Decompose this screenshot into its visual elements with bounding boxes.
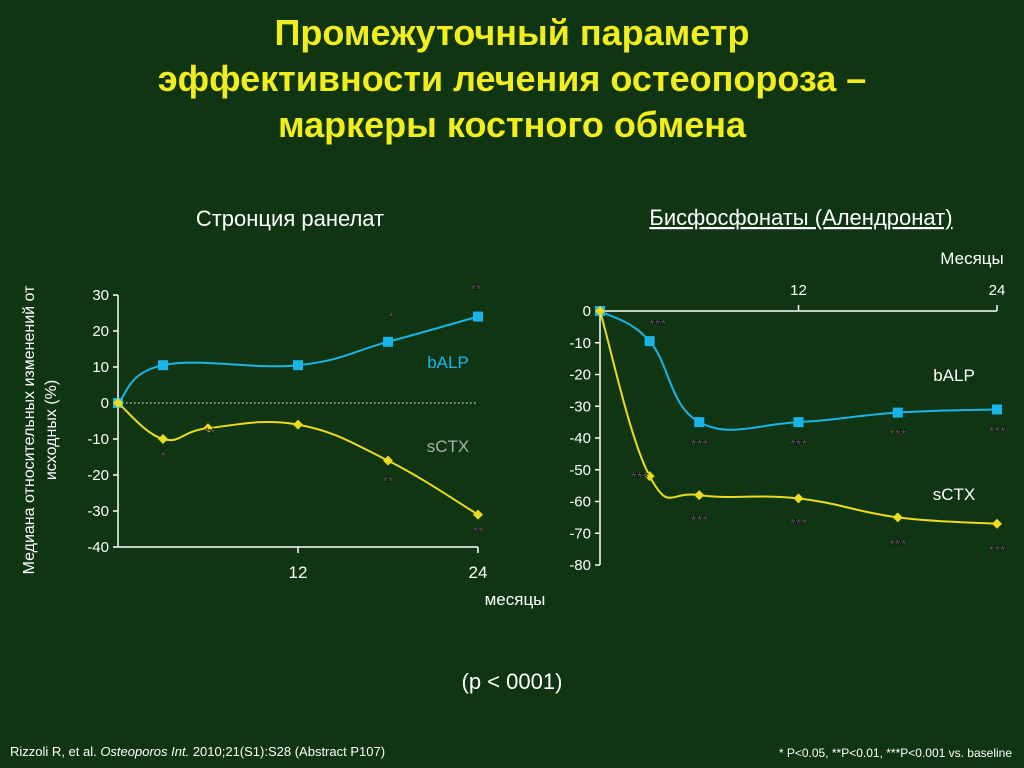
title-line-2: эффективности лечения остеопороза – — [157, 58, 867, 99]
panel1-sctx-significance: ** — [472, 524, 484, 541]
panel2-sctx-point — [595, 306, 605, 316]
panel1-y-tick-label: -20 — [87, 467, 109, 484]
panel2-sctx-significance: *** — [790, 515, 808, 532]
panel2-x-tick-label: 12 — [790, 282, 807, 299]
citation-rest: 2010;21(S1):S28 (Abstract P107) — [189, 744, 386, 759]
panel2-y-tick-label: 0 — [583, 303, 591, 320]
panel1-sctx-significance: * — [160, 448, 166, 465]
panel1-y-tick-label: 10 — [92, 359, 109, 376]
panel1-sctx-label: sCTX — [427, 437, 470, 456]
panel2-balp-point — [892, 407, 903, 418]
citation-authors: Rizzoli R, et al. — [10, 744, 101, 759]
panel2-x-tick-label: 24 — [989, 282, 1006, 299]
panel2-balp-significance: *** — [790, 436, 808, 453]
panel2-y-tick-label: -50 — [569, 462, 591, 479]
citation: Rizzoli R, et al. Osteoporos Int. 2010;2… — [10, 744, 385, 759]
panel2-sctx-point — [892, 512, 903, 523]
panel1-y-tick-label: 30 — [92, 287, 109, 304]
panel1-balp-point — [158, 360, 168, 371]
panel2-y-tick-label: -70 — [569, 525, 591, 542]
p-value-note: (p < 0001) — [461, 669, 563, 694]
panel2-sctx-significance: *** — [690, 512, 708, 529]
panel2-balp-point — [644, 336, 655, 347]
panel2-y-tick-label: -20 — [569, 367, 591, 384]
panel2-sctx-point — [694, 490, 705, 501]
panel1-balp-label: bALP — [427, 353, 469, 372]
panel1-x-tick-label: 12 — [289, 563, 308, 582]
panel1-sctx-point — [203, 423, 213, 434]
panel1-balp-significance: * — [388, 309, 394, 326]
panel1-sctx-point — [158, 434, 168, 444]
panel2-balp-point — [992, 404, 1002, 415]
significance-legend: * P<0.05, **P<0.01, ***P<0.001 vs. basel… — [778, 746, 1012, 760]
panel1-x-label: месяцы — [485, 590, 546, 609]
y-axis-label-line-2: исходных (%) — [43, 380, 60, 480]
panel1-balp-point — [473, 311, 483, 322]
panel2-sctx-significance: *** — [631, 469, 649, 486]
panel2-balp-significance: *** — [889, 427, 907, 444]
panel1-sctx-point — [383, 455, 393, 466]
panel2-sctx-point — [992, 518, 1002, 529]
panel2-y-tick-label: -40 — [569, 430, 591, 447]
panel1-title: Стронция ранелат — [196, 206, 384, 231]
panel1-sctx-point — [113, 398, 123, 408]
title-line-1: Промежуточный параметр — [274, 12, 750, 53]
panel1-balp-point — [383, 336, 393, 347]
panel2-balp-point — [793, 417, 804, 428]
panel1-x-tick-label: 24 — [469, 563, 488, 582]
panel2-title: Бисфосфонаты (Алендронат) — [649, 205, 952, 230]
panel2-balp-significance: *** — [988, 423, 1006, 440]
panel2-sctx-significance: *** — [988, 543, 1006, 560]
panel2-y-tick-label: -10 — [569, 335, 591, 352]
title-line-3: маркеры костного обмена — [277, 104, 747, 145]
panel2-y-tick-label: -60 — [569, 494, 591, 511]
panel2-x-label: Месяцы — [940, 249, 1003, 268]
panel1-sctx-point — [473, 509, 483, 520]
panel1-y-tick-label: -10 — [87, 431, 109, 448]
panel1-sctx-point — [293, 419, 303, 430]
panel2-y-tick-label: -80 — [569, 557, 591, 574]
panel1-y-tick-label: -30 — [87, 503, 109, 520]
panel2-balp-significance: *** — [690, 436, 708, 453]
panel2-sctx-label: sCTX — [933, 485, 976, 504]
panel2-sctx-point — [644, 471, 655, 482]
panel1-sctx-significance: ** — [382, 474, 394, 491]
panel1-sctx-significance: ** — [204, 425, 216, 442]
panel1-y-tick-label: 0 — [101, 395, 109, 412]
panel1-balp-significance: ** — [470, 282, 482, 299]
panel2-balp-label: bALP — [933, 366, 975, 385]
panel2-y-tick-label: -30 — [569, 398, 591, 415]
panel2-sctx-point — [793, 493, 804, 504]
panel2-balp-significance: *** — [649, 316, 667, 333]
panel1-y-tick-label: -40 — [87, 539, 109, 556]
panel2-sctx-significance: *** — [889, 536, 907, 553]
citation-journal: Osteoporos Int. — [100, 744, 190, 759]
y-axis-label-line-1: Медиана относительных изменений от — [21, 285, 38, 575]
page-title: Промежуточный параметр эффективности леч… — [0, 10, 1024, 148]
panel1-balp-point — [293, 360, 303, 371]
panel1-y-tick-label: 20 — [92, 323, 109, 340]
panel1-balp-line — [117, 315, 479, 404]
panel2-balp-point — [694, 417, 705, 428]
